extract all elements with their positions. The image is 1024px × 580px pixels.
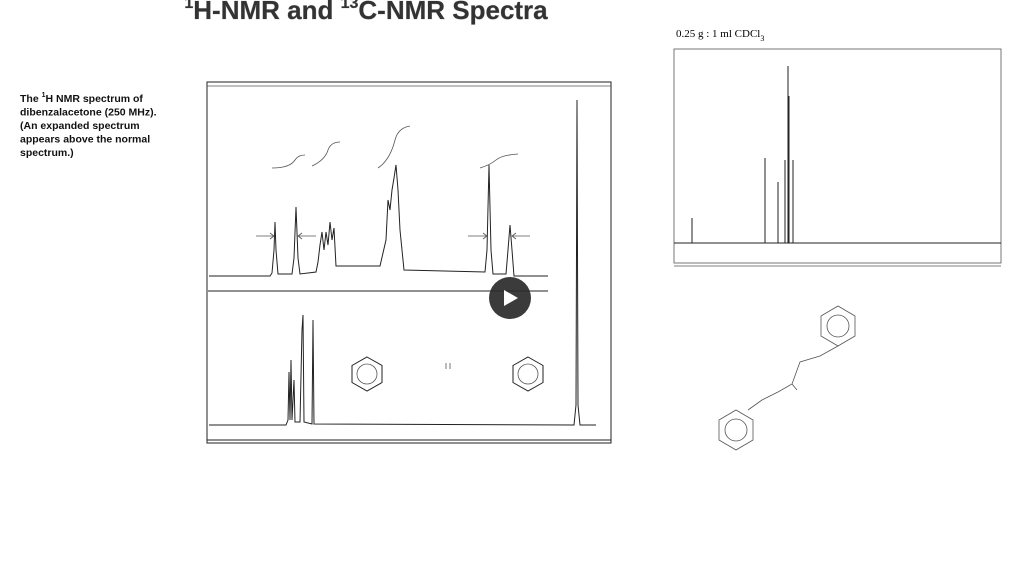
dibenzalacetone-structure xyxy=(351,356,544,392)
caption-line: appears above the normal xyxy=(20,133,150,145)
caption-line: The 1H NMR spectrum of xyxy=(20,92,143,105)
caption-text: (An expanded spectrum xyxy=(20,120,140,132)
header-text: 0.25 g : 1 ml CDCl xyxy=(676,28,760,40)
c-spectrum xyxy=(674,66,1001,267)
caption-text: The xyxy=(20,93,42,105)
caption-text: H NMR spectrum of xyxy=(46,93,144,105)
caption-line: dibenzalacetone (250 MHz). xyxy=(20,106,157,118)
caption-line: (An expanded spectrum xyxy=(20,120,140,132)
caption-text: spectrum.) xyxy=(20,147,74,159)
caption-line: spectrum.) xyxy=(20,147,74,159)
play-button[interactable] xyxy=(489,277,531,319)
main-spectrum xyxy=(207,99,611,441)
c-molecule xyxy=(718,305,856,451)
expanded-spectrum xyxy=(208,125,548,292)
h-spectrum-frame xyxy=(206,81,612,444)
c-spectrum-frame xyxy=(673,48,1002,264)
caption-text: dibenzalacetone (250 MHz). xyxy=(20,106,157,118)
superscript: 1 xyxy=(184,0,193,12)
c-header: 0.25 g : 1 ml CDCl3 xyxy=(676,28,764,43)
title-text: H-NMR and xyxy=(193,0,340,25)
superscript: 1 xyxy=(42,92,46,99)
caption-text: appears above the normal xyxy=(20,133,150,145)
superscript: 13 xyxy=(341,0,359,12)
subscript: 3 xyxy=(760,34,764,43)
title-text: C-NMR Spectra xyxy=(358,0,548,25)
slide-title: 1H-NMR and 13C-NMR Spectra xyxy=(184,0,548,25)
